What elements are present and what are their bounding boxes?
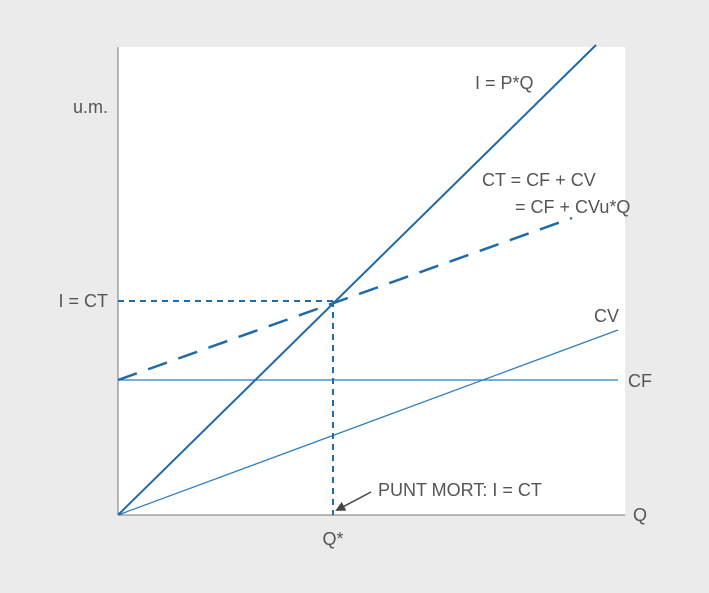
y-axis-label: u.m.	[73, 97, 108, 117]
total-cost-label: = CF + CVu*Q	[515, 197, 630, 217]
total-cost-label: CT = CF + CV	[482, 170, 596, 190]
annotation-arrow	[335, 491, 372, 511]
income-label: I = P*Q	[475, 73, 534, 93]
variable-cost-line	[117, 329, 619, 516]
x-mark-label: Q*	[322, 529, 343, 549]
annotation: PUNT MORT: I = CT	[378, 480, 542, 500]
x-axis-label: Q	[633, 505, 647, 525]
y-mark-label: I = CT	[58, 291, 108, 311]
fixed-cost-label: CF	[628, 371, 652, 391]
total-cost-line	[117, 216, 573, 382]
variable-cost-label: CV	[594, 306, 619, 326]
plot-area	[118, 47, 625, 515]
income-line	[117, 44, 597, 516]
